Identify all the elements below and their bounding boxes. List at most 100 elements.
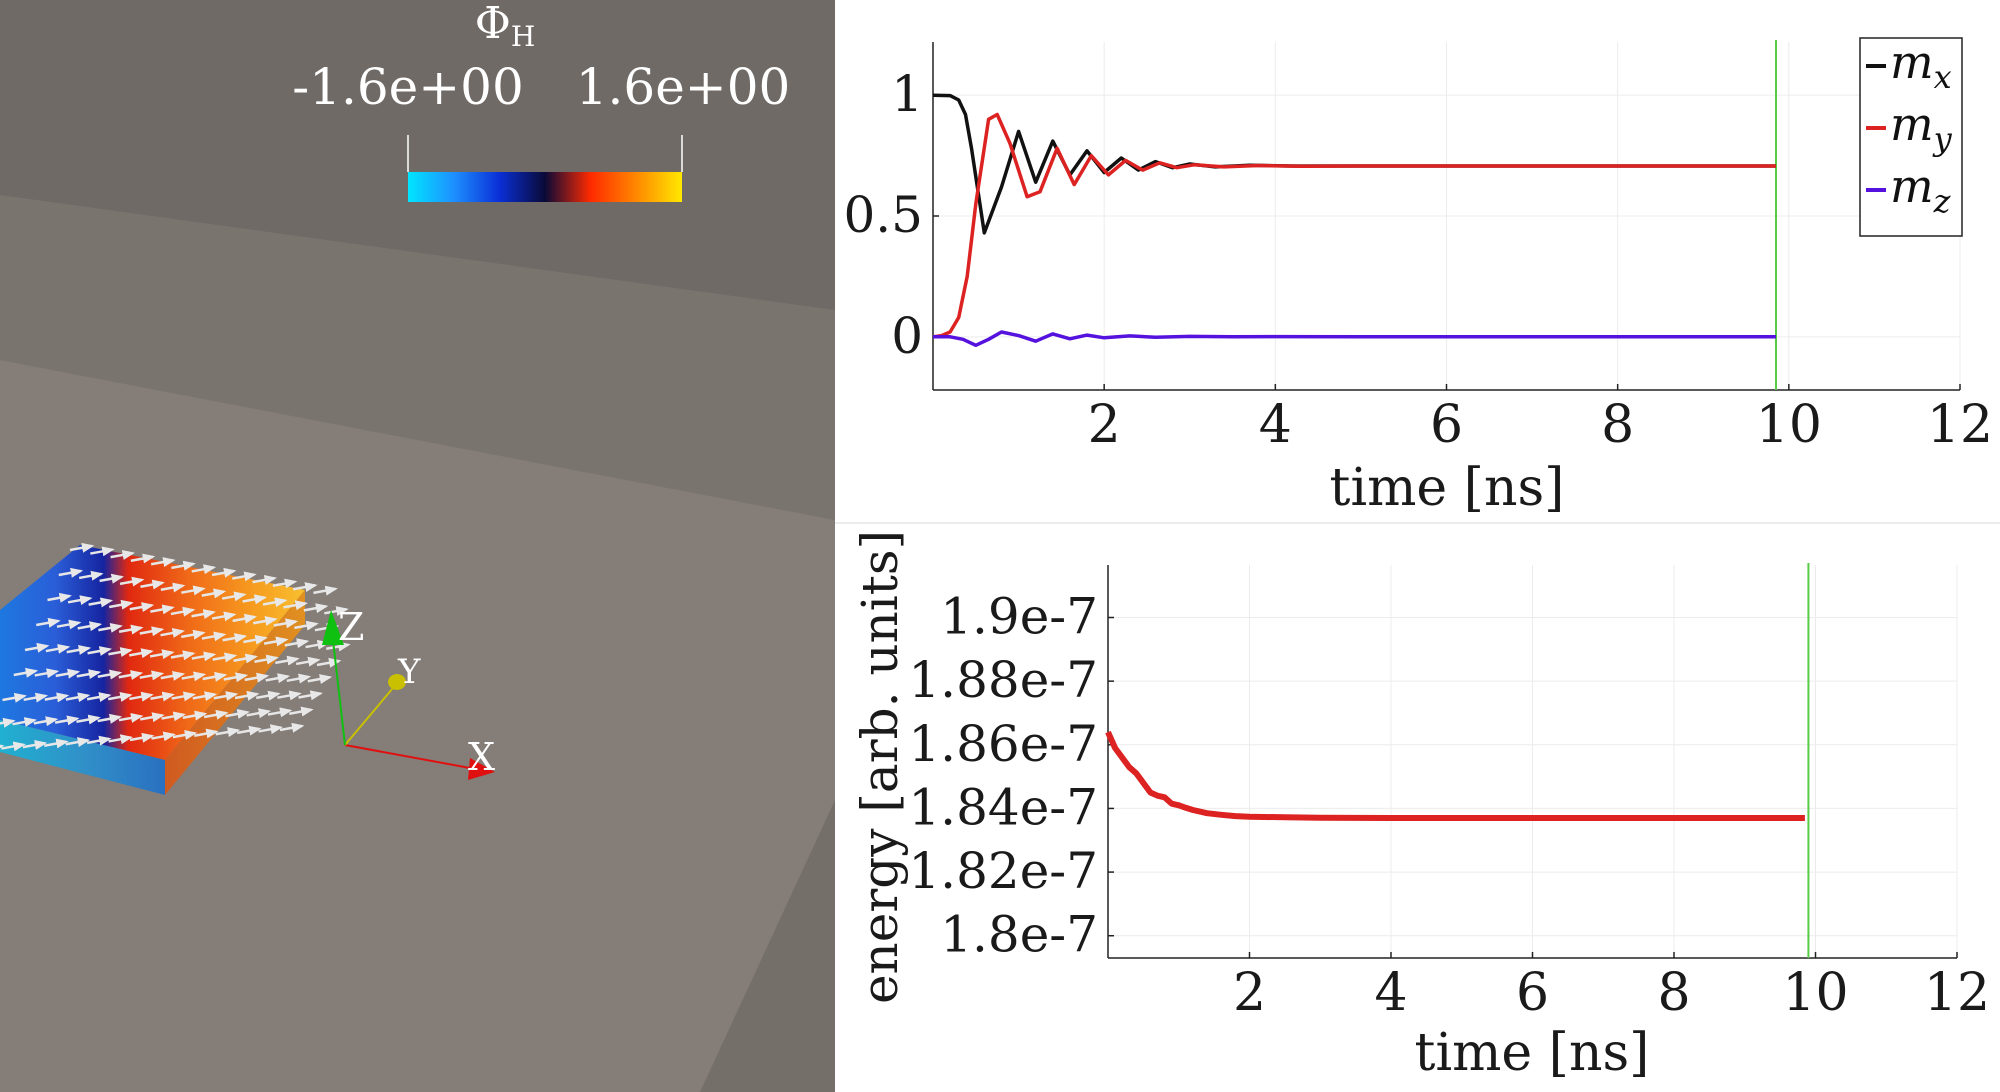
x-tick-label: 12 bbox=[1927, 395, 1993, 455]
y-tick-label: 1.82e-7 bbox=[908, 842, 1098, 900]
series-line-1 bbox=[932, 112, 1776, 339]
magnetization-arrow-icon bbox=[129, 732, 155, 743]
magnetization-arrow-icon bbox=[76, 669, 102, 680]
magnetization-arrow-icon bbox=[277, 690, 302, 701]
magnetization-arrow-icon bbox=[170, 606, 196, 617]
x-tick-label: 4 bbox=[1374, 963, 1407, 1023]
magnetization-arrow-icon bbox=[222, 633, 248, 643]
series-line-2 bbox=[933, 330, 1776, 348]
magnetization-arrow-icon bbox=[97, 669, 123, 680]
magnetization-arrow-icon bbox=[54, 715, 80, 726]
magnetization-arrow-icon bbox=[307, 674, 333, 684]
magnetization-arrow-icon bbox=[118, 624, 144, 635]
magnetization-arrow-icon bbox=[44, 738, 69, 749]
magnetization-arrow-icon bbox=[298, 690, 323, 701]
magnetization-arrow-icon bbox=[191, 609, 216, 619]
magnetization-arrow-icon bbox=[292, 582, 318, 592]
y-tick-label: 0 bbox=[891, 307, 923, 365]
magnetization-arrow-icon bbox=[90, 546, 115, 557]
magnetization-arrow-icon bbox=[150, 691, 175, 702]
magnetization-arrow-icon bbox=[161, 711, 186, 722]
magnetization-arrow-icon bbox=[150, 557, 176, 567]
energy-chart[interactable]: 2 4 6 8 10 12 1.8e-7 1.82e-7 1.84e-71.86e-7 1.88e… bbox=[851, 530, 1990, 1083]
magnetization-arrow-icon bbox=[140, 712, 165, 723]
scene-view[interactable]: ΦH -1.6e+00 1.6e+00 X Y Z bbox=[0, 0, 835, 1092]
series-line-0 bbox=[932, 93, 1776, 235]
magnetization-arrow-icon bbox=[234, 690, 260, 701]
magnetization-arrow-icon bbox=[194, 728, 219, 739]
magnetization-arrow-icon bbox=[265, 673, 291, 684]
energy-grid bbox=[1108, 565, 1958, 958]
magnetization-arrow-icon bbox=[118, 670, 144, 680]
magnetization-arrow-icon bbox=[211, 611, 237, 622]
x-tick-label: 10 bbox=[1782, 963, 1848, 1023]
magnetization-arrow-icon bbox=[151, 731, 176, 742]
magnetization-arrow-icon bbox=[201, 631, 227, 642]
magnetization-arrow-icon bbox=[171, 691, 197, 702]
magnetization-arrow-icon bbox=[119, 576, 145, 587]
magnetization-arrow-icon bbox=[191, 651, 217, 662]
magnetization-arrows bbox=[0, 542, 351, 753]
magnetization-arrow-icon bbox=[170, 650, 196, 661]
magnetization-arrow-icon bbox=[110, 550, 136, 560]
magnetization-arrow-icon bbox=[97, 713, 123, 724]
magnetization-arrow-icon bbox=[182, 710, 208, 721]
magnetization-arrow-icon bbox=[56, 619, 82, 630]
x-axis-label: X bbox=[468, 735, 495, 779]
orientation-axes[interactable]: X Y Z bbox=[322, 605, 495, 780]
magnetization-arrow-icon bbox=[286, 673, 312, 684]
magnetization-arrow-icon bbox=[118, 713, 144, 723]
x-tick-label: 6 bbox=[1430, 395, 1463, 455]
energy-axes bbox=[1107, 565, 1958, 959]
magnetization-arrow-icon bbox=[13, 667, 39, 678]
x-axis-arrow-icon bbox=[468, 758, 495, 780]
magnetization-arrow-icon bbox=[55, 668, 81, 679]
magnetization-arrow-icon bbox=[284, 638, 310, 649]
magnetization-arrow-icon bbox=[246, 708, 272, 719]
magnetization-arrow-icon bbox=[23, 692, 49, 703]
colorbar: ΦH -1.6e+00 1.6e+00 bbox=[292, 0, 790, 202]
x-tick-label: 12 bbox=[1924, 963, 1990, 1023]
z-axis-label: Z bbox=[338, 605, 364, 649]
magnetization-arrow-icon bbox=[181, 629, 206, 640]
magnetization-arrow-icon bbox=[275, 655, 300, 666]
magnetization-arrow-icon bbox=[88, 597, 114, 608]
x-tick-label: 6 bbox=[1516, 963, 1549, 1023]
magnetization-arrow-icon bbox=[213, 691, 239, 701]
slab-front-face bbox=[0, 720, 165, 795]
y-tick-label: 1.84e-7 bbox=[908, 778, 1098, 836]
magnetization-arrow-icon bbox=[267, 707, 293, 718]
magnetization-arrow-icon bbox=[252, 575, 278, 585]
magnetization-arrow-icon bbox=[232, 571, 257, 582]
magnetization-arrow-icon bbox=[140, 579, 165, 590]
magnetization-arrow-icon bbox=[233, 653, 259, 664]
magnetization-arrow-icon bbox=[67, 595, 93, 606]
magnetization-arrow-icon bbox=[255, 690, 281, 701]
magnetization-arrow-icon bbox=[33, 716, 59, 727]
magnetization-arrow-icon bbox=[191, 564, 217, 575]
series-line-0 bbox=[1105, 730, 1805, 821]
magnetization-arrow-icon bbox=[313, 585, 338, 596]
magnetization-arrow-icon bbox=[258, 724, 284, 735]
magnetization-arrow-icon bbox=[129, 602, 155, 612]
magnetization-arrow-icon bbox=[86, 692, 112, 702]
magnetization-arrow-icon bbox=[215, 727, 241, 737]
magnetization-x-axis-label: time [ns] bbox=[1330, 458, 1565, 518]
scene-background bbox=[0, 0, 835, 1092]
y-tick-label: 1.88e-7 bbox=[908, 651, 1098, 709]
magnetization-arrow-icon bbox=[171, 560, 196, 571]
magnetization-arrow-icon bbox=[108, 647, 133, 657]
magnetization-arrow-icon bbox=[324, 606, 349, 617]
magnetization-arrow-icon bbox=[76, 714, 101, 725]
magnetization-arrow-icon bbox=[86, 735, 112, 746]
magnetization-arrow-icon bbox=[149, 649, 175, 660]
magnetization-arrow-icon bbox=[223, 672, 249, 683]
magnetization-arrow-icon bbox=[273, 618, 299, 629]
magnetization-arrow-icon bbox=[242, 594, 268, 605]
magnetization-arrow-icon bbox=[181, 671, 207, 682]
magnetization-arrow-icon bbox=[203, 709, 229, 720]
magnetization-slab[interactable] bbox=[0, 542, 351, 795]
